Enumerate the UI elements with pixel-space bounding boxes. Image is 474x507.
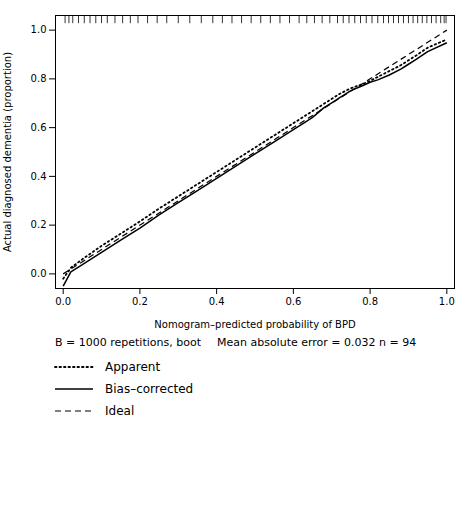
svg-text:Apparent: Apparent xyxy=(105,360,160,374)
svg-text:0.2: 0.2 xyxy=(132,296,148,307)
svg-text:0.0: 0.0 xyxy=(31,268,47,279)
svg-text:1.0: 1.0 xyxy=(439,296,455,307)
svg-text:0.0: 0.0 xyxy=(55,296,71,307)
html-text:B = 1000 repetitions, boot: B = 1000 repetitions, boot xyxy=(55,336,201,349)
svg-text:Bias–corrected: Bias–corrected xyxy=(105,382,193,396)
svg-text:0.8: 0.8 xyxy=(31,73,47,84)
svg-text:0.6: 0.6 xyxy=(285,296,301,307)
svg-text:1.0: 1.0 xyxy=(31,24,47,35)
svg-text:0.8: 0.8 xyxy=(362,296,378,307)
html-text:Mean absolute error = 0.032 n: Mean absolute error = 0.032 n = 94 xyxy=(217,336,417,349)
svg-text:0.2: 0.2 xyxy=(31,219,47,230)
svg-text:Nomogram–predicted probability: Nomogram–predicted probability of BPD xyxy=(154,319,356,330)
svg-text:Ideal: Ideal xyxy=(105,404,134,418)
svg-text:0.4: 0.4 xyxy=(31,171,47,182)
svg-text:Actual diagnosed dementia (pro: Actual diagnosed dementia (proportion) xyxy=(2,52,13,252)
svg-text:0.6: 0.6 xyxy=(31,122,47,133)
svg-text:0.4: 0.4 xyxy=(209,296,225,307)
